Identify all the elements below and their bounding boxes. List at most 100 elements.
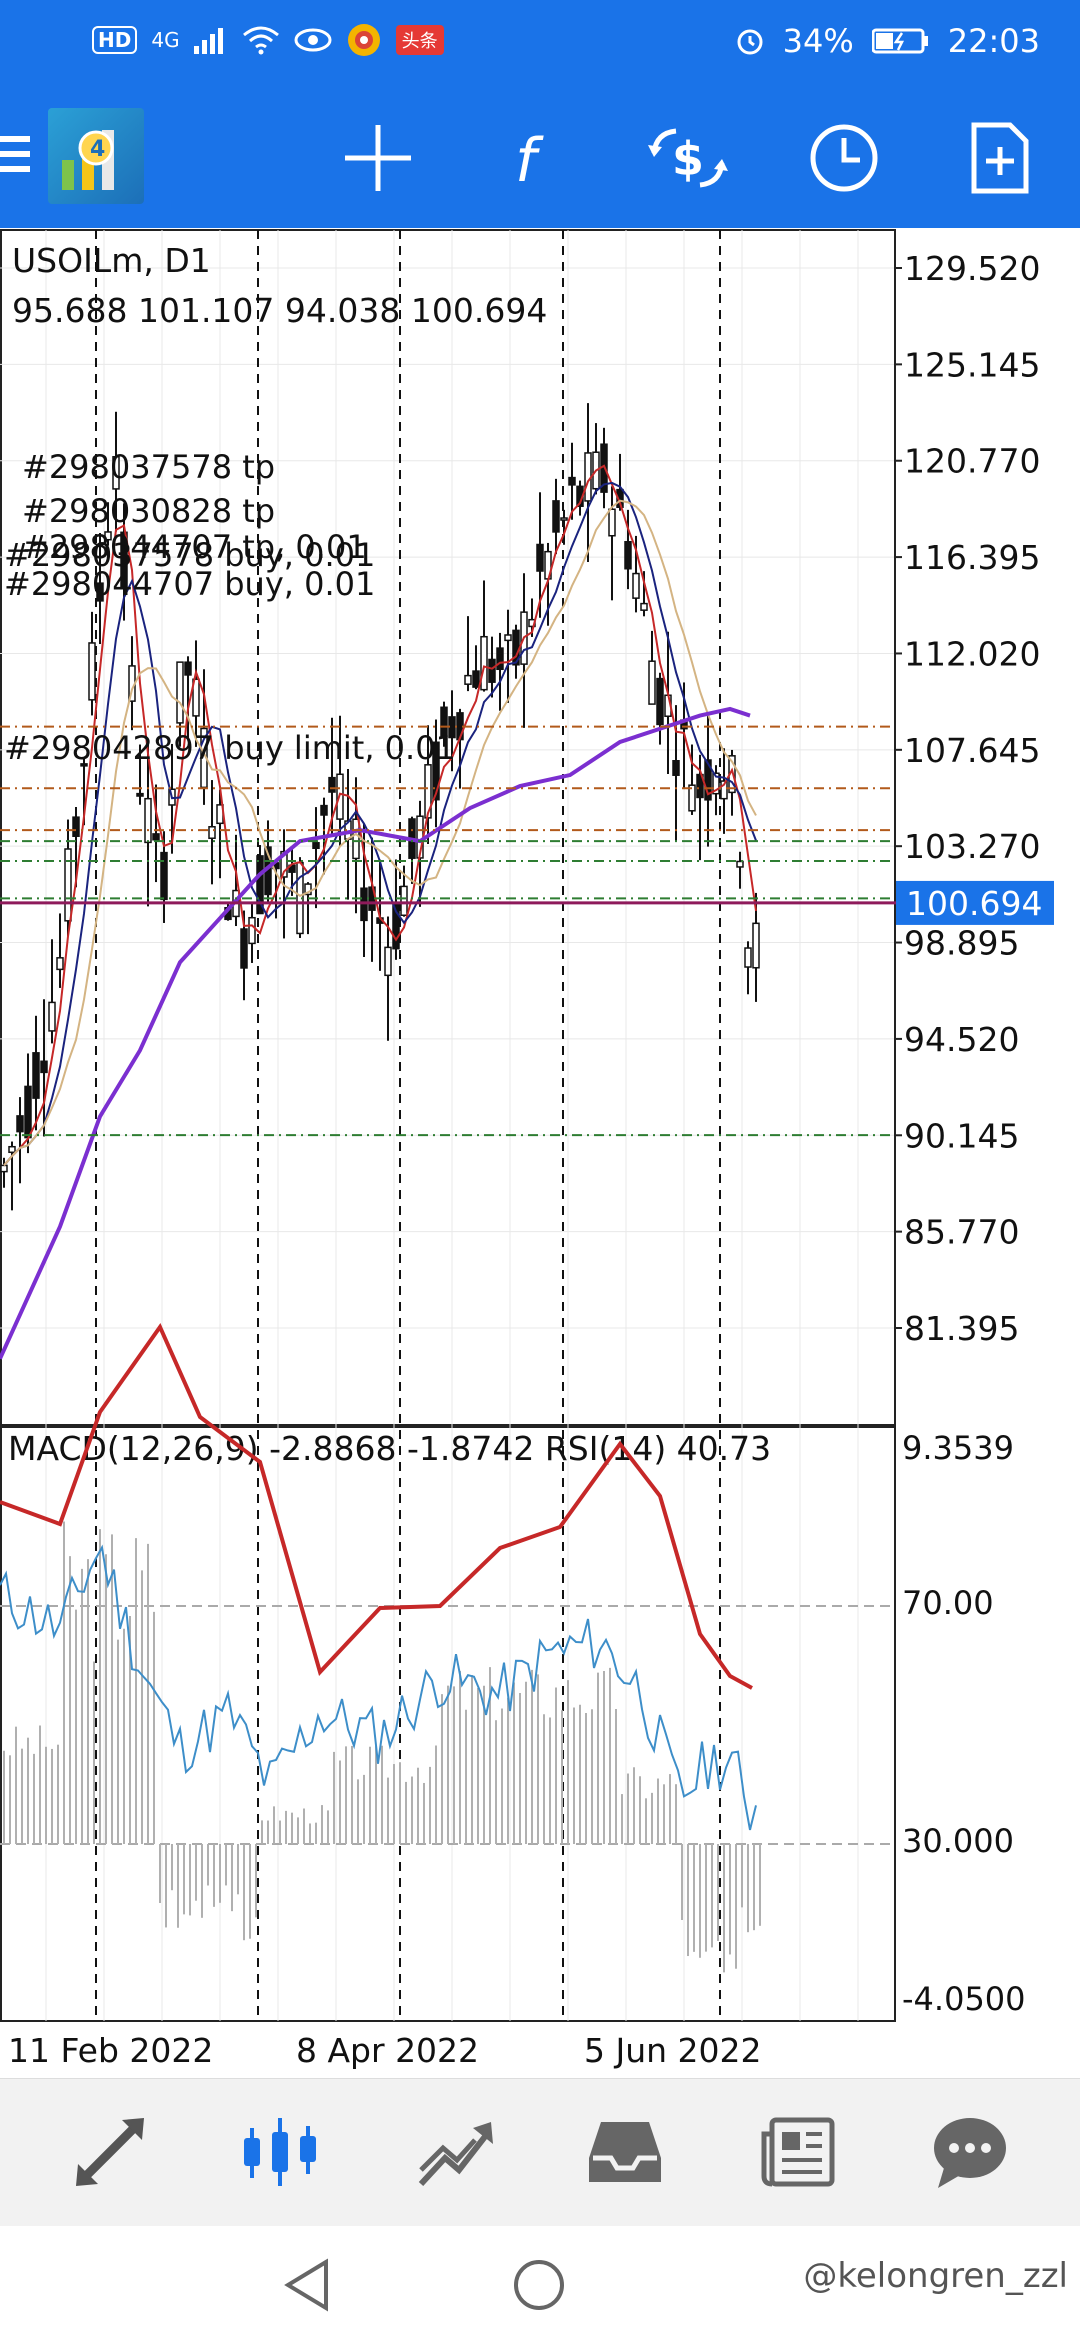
nav-trade[interactable] [400,2097,510,2207]
order-label: #298044707 tp, 0.01 [22,528,367,566]
main-chart-frame [0,229,896,1426]
eye-icon [294,28,332,52]
metatrader-logo-icon[interactable]: 4 [48,108,144,204]
nav-quotes[interactable] [55,2097,165,2207]
status-bar: HD 4G 头条 [0,0,1080,90]
candle-body [568,476,576,486]
indicator-axis-label: 70.00 [902,1584,994,1622]
back-icon[interactable] [282,2258,332,2312]
candle-body [80,763,88,767]
nav-news[interactable] [743,2097,853,2207]
candle-body [464,674,472,685]
svg-text:$: $ [672,132,704,186]
chart-area[interactable]: #298037578 tp #298030828 tp #298044707 tp,… [0,228,1080,2078]
price-axis-label: 125.145 [904,345,1040,384]
candle-body [744,947,752,968]
indicator-axis-label: -4.0500 [902,1980,1026,2018]
candle-body [184,661,192,676]
news-badge: 头条 [395,25,444,55]
price-axis-label: 81.395 [904,1309,1019,1348]
rsi-line [0,1544,757,1831]
price-axis-label: 129.520 [904,249,1040,288]
candle-body [88,642,96,701]
candle-body [704,759,712,801]
candle-body [496,647,504,671]
price-axis-label: 112.020 [904,634,1040,673]
candle-body [440,706,448,737]
timeframe-button[interactable] [794,108,894,208]
signal-bars-icon [193,28,223,54]
candle-body [320,804,328,816]
candle-body [640,602,648,611]
timeframe-clock-icon [810,124,878,192]
candle-body [352,818,360,860]
current-price-label: 100.694 [906,884,1042,923]
candle-body [136,792,144,797]
candle-body [736,860,744,868]
nav-history[interactable] [570,2097,680,2207]
wifi-icon [242,26,279,55]
candlestick-chart-icon [244,2118,316,2186]
price-axis-label: 107.645 [904,731,1040,770]
candle-body [656,677,664,726]
candle-body [560,517,568,521]
price-chart[interactable]: #298037578 tp #298030828 tp#298044707 tp,… [0,228,1080,2078]
crosshair-icon [345,125,411,191]
candle-body [32,1052,40,1099]
candle-body [48,1001,56,1032]
candle-body [160,851,168,901]
date-axis-label: 8 Apr 2022 [296,2031,479,2070]
trade-button[interactable]: $ [638,108,738,208]
chat-icon [934,2118,1006,2188]
price-axis-label: 116.395 [904,538,1040,577]
svg-text:f: f [515,126,544,193]
clock-time: 22:03 [947,22,1040,60]
nav-chat[interactable] [915,2097,1025,2207]
candle-body [688,784,696,812]
date-axis-label: 5 Jun 2022 [584,2031,762,2070]
crosshair-button[interactable] [328,108,428,208]
candle-body [480,635,488,691]
bottom-navigation [0,2078,1080,2226]
ohlc-label: 95.688 101.107 94.038 100.694 [12,291,547,330]
order-label: #298037578 tp [22,448,275,486]
candle-body [112,456,120,490]
candle-body [24,1085,32,1139]
indicator-label: MACD(12,26,9) -2.8868 -1.8742 RSI(14) 40… [8,1429,771,1468]
indicators-button[interactable]: f [482,108,582,208]
news-icon [761,2117,835,2187]
chart-toolbar: 4 f $ [0,96,1080,220]
browser-icon [347,24,380,56]
trade-chart-icon [418,2122,493,2187]
candle-body [176,661,184,724]
alarm-icon [737,29,763,55]
candle-body [712,772,720,795]
candle-body [504,634,512,642]
candle-body [312,842,320,850]
candle-body [280,850,288,878]
candle-body [56,957,64,971]
price-axis-label: 85.770 [904,1213,1019,1252]
nav-chart[interactable] [225,2097,335,2207]
candle-body [0,1164,8,1173]
battery-icon [871,28,928,54]
moving-average-slow [3,499,757,1167]
candle-body [240,928,248,969]
candle-body [152,833,160,841]
quotes-arrows-icon [76,2118,144,2186]
candle-body [488,658,496,683]
menu-icon[interactable] [0,136,30,180]
candle-body [400,885,408,917]
order-label: #298042897 buy limit, 0.01 [4,729,456,767]
candle-body [384,946,392,977]
new-order-button[interactable] [950,108,1050,208]
candle-body [208,826,216,839]
status-right: 34% 22:03 [735,22,1040,60]
network-signal: 4G [151,28,180,52]
macd-signal-line [0,1322,753,1690]
candle-body [248,916,256,945]
trade-icon: $ [648,128,728,188]
candle-body [720,780,728,800]
home-icon[interactable] [512,2258,566,2312]
candle-body [8,1145,16,1154]
